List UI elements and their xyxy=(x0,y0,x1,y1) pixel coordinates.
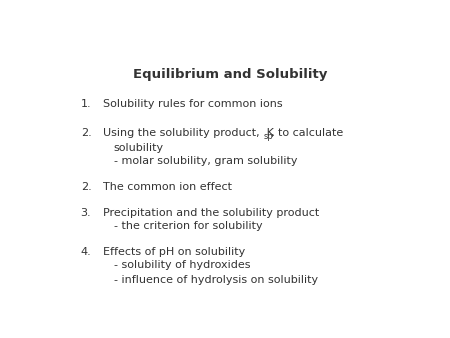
Text: solubility: solubility xyxy=(114,143,164,153)
Text: - solubility of hydroxides: - solubility of hydroxides xyxy=(114,261,250,270)
Text: The common ion effect: The common ion effect xyxy=(104,183,232,192)
Text: , to calculate: , to calculate xyxy=(271,128,343,138)
Text: 1.: 1. xyxy=(81,99,91,109)
Text: Precipitation and the solubility product: Precipitation and the solubility product xyxy=(104,209,320,218)
Text: - molar solubility, gram solubility: - molar solubility, gram solubility xyxy=(114,155,297,166)
Text: Effects of pH on solubility: Effects of pH on solubility xyxy=(104,247,246,258)
Text: sp: sp xyxy=(264,132,274,141)
Text: 2.: 2. xyxy=(81,183,91,192)
Text: Using the solubility product,  K: Using the solubility product, K xyxy=(104,128,274,138)
Text: Solubility rules for common ions: Solubility rules for common ions xyxy=(104,99,283,109)
Text: Equilibrium and Solubility: Equilibrium and Solubility xyxy=(134,68,328,81)
Text: 3.: 3. xyxy=(81,209,91,218)
Text: - the criterion for solubility: - the criterion for solubility xyxy=(114,221,262,232)
Text: - influence of hydrolysis on solubility: - influence of hydrolysis on solubility xyxy=(114,275,318,285)
Text: 4.: 4. xyxy=(81,247,91,258)
Text: 2.: 2. xyxy=(81,128,91,138)
